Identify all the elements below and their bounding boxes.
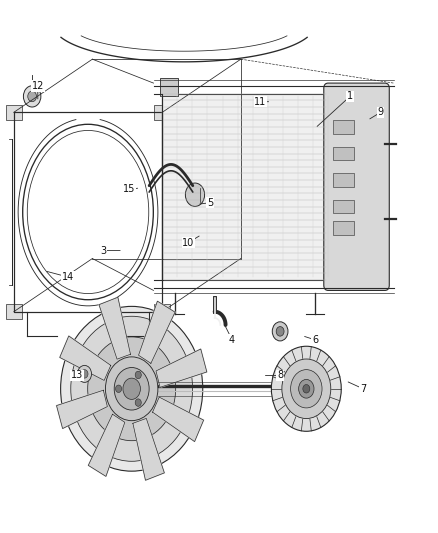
Circle shape	[81, 369, 88, 378]
Circle shape	[116, 385, 122, 392]
Polygon shape	[60, 336, 111, 381]
Bar	[6, 304, 21, 319]
Circle shape	[290, 369, 322, 408]
Text: 14: 14	[62, 272, 74, 282]
Polygon shape	[57, 390, 107, 429]
Text: 10: 10	[182, 238, 194, 247]
Circle shape	[303, 384, 310, 393]
Bar	[160, 78, 177, 96]
Circle shape	[185, 183, 205, 206]
Bar	[6, 105, 21, 120]
Bar	[332, 120, 354, 134]
Bar	[332, 173, 354, 187]
Text: 8: 8	[277, 370, 283, 381]
Circle shape	[272, 322, 288, 341]
Polygon shape	[88, 414, 125, 477]
Text: 11: 11	[254, 96, 267, 107]
Ellipse shape	[71, 316, 193, 461]
Text: 13: 13	[71, 370, 83, 381]
FancyBboxPatch shape	[324, 83, 389, 290]
Circle shape	[123, 378, 141, 399]
Circle shape	[28, 91, 36, 102]
Polygon shape	[99, 297, 131, 359]
Circle shape	[23, 86, 41, 107]
Text: 7: 7	[360, 384, 366, 394]
Bar	[332, 147, 354, 160]
Circle shape	[106, 357, 158, 421]
Ellipse shape	[60, 306, 203, 471]
Circle shape	[272, 346, 341, 431]
Text: 3: 3	[100, 246, 106, 255]
Circle shape	[276, 327, 284, 336]
Text: 12: 12	[32, 81, 44, 91]
Bar	[332, 221, 354, 235]
Circle shape	[135, 399, 141, 406]
Text: 5: 5	[207, 198, 213, 208]
Bar	[154, 105, 170, 120]
Text: 4: 4	[229, 335, 235, 345]
Ellipse shape	[88, 337, 176, 441]
Bar	[332, 200, 354, 213]
Polygon shape	[138, 301, 175, 364]
Text: 1: 1	[347, 91, 353, 101]
Polygon shape	[156, 349, 207, 387]
Circle shape	[299, 379, 314, 398]
Polygon shape	[133, 418, 164, 480]
Text: 15: 15	[124, 184, 136, 195]
Text: 6: 6	[312, 335, 318, 345]
Bar	[154, 304, 170, 319]
Circle shape	[282, 359, 331, 418]
Circle shape	[114, 368, 149, 410]
Bar	[162, 94, 328, 280]
Circle shape	[135, 372, 141, 378]
Polygon shape	[152, 397, 204, 441]
Circle shape	[78, 366, 92, 382]
Text: 9: 9	[378, 107, 384, 117]
